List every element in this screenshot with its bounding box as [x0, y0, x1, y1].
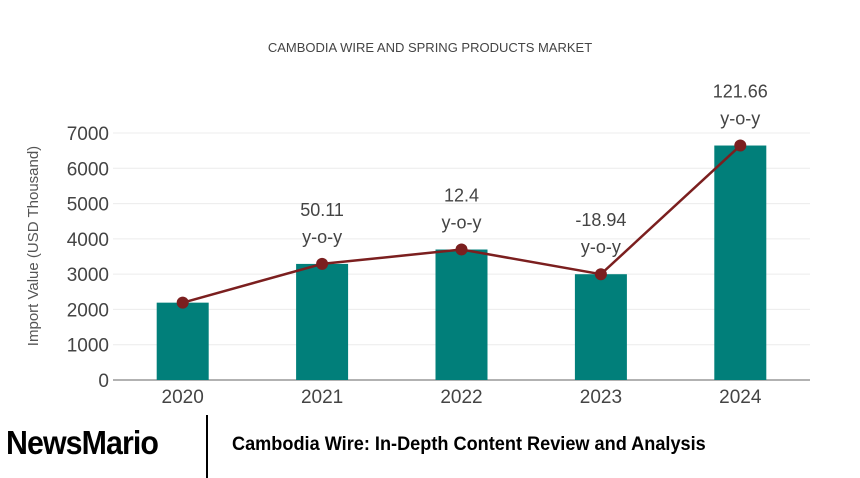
- y-tick-label: 2000: [67, 300, 109, 321]
- yoy-value-label: 121.66: [713, 82, 768, 102]
- yoy-suffix-label: y-o-y: [720, 109, 760, 129]
- chart-title: CAMBODIA WIRE AND SPRING PRODUCTS MARKET: [268, 40, 592, 55]
- bar: [574, 274, 627, 380]
- y-tick-label: 3000: [67, 265, 109, 286]
- y-axis-label: Import Value (USD Thousand): [25, 146, 42, 346]
- y-tick-label: 0: [98, 371, 109, 392]
- yoy-suffix-label: y-o-y: [442, 213, 482, 233]
- bar: [435, 249, 488, 380]
- newsmario-logo: NewsMario: [6, 424, 159, 461]
- y-tick-label: 7000: [67, 124, 109, 145]
- yoy-value-label: 12.4: [444, 186, 479, 206]
- trend-point: [176, 296, 189, 309]
- bar: [156, 302, 209, 380]
- y-tick-label: 4000: [67, 230, 109, 251]
- yoy-value-label: -18.94: [575, 210, 626, 230]
- yoy-suffix-label: y-o-y: [302, 227, 342, 247]
- x-tick-label: 2020: [162, 387, 204, 408]
- y-tick-label: 1000: [67, 336, 109, 357]
- y-tick-label: 6000: [67, 159, 109, 180]
- x-tick-label: 2021: [301, 387, 343, 408]
- trend-point: [455, 243, 468, 256]
- footer-caption: Cambodia Wire: In-Depth Content Review a…: [232, 433, 706, 455]
- trend-point: [734, 139, 747, 152]
- y-tick-label: 5000: [67, 195, 109, 216]
- yoy-value-label: 50.11: [300, 200, 344, 220]
- footer-divider: [206, 415, 208, 478]
- x-tick-label: 2022: [440, 387, 482, 408]
- yoy-suffix-label: y-o-y: [581, 237, 621, 257]
- bar: [714, 145, 767, 380]
- bar: [296, 263, 349, 380]
- x-tick-label: 2023: [580, 387, 622, 408]
- x-tick-label: 2024: [719, 387, 762, 408]
- trend-point: [594, 268, 607, 281]
- trend-point: [316, 257, 329, 270]
